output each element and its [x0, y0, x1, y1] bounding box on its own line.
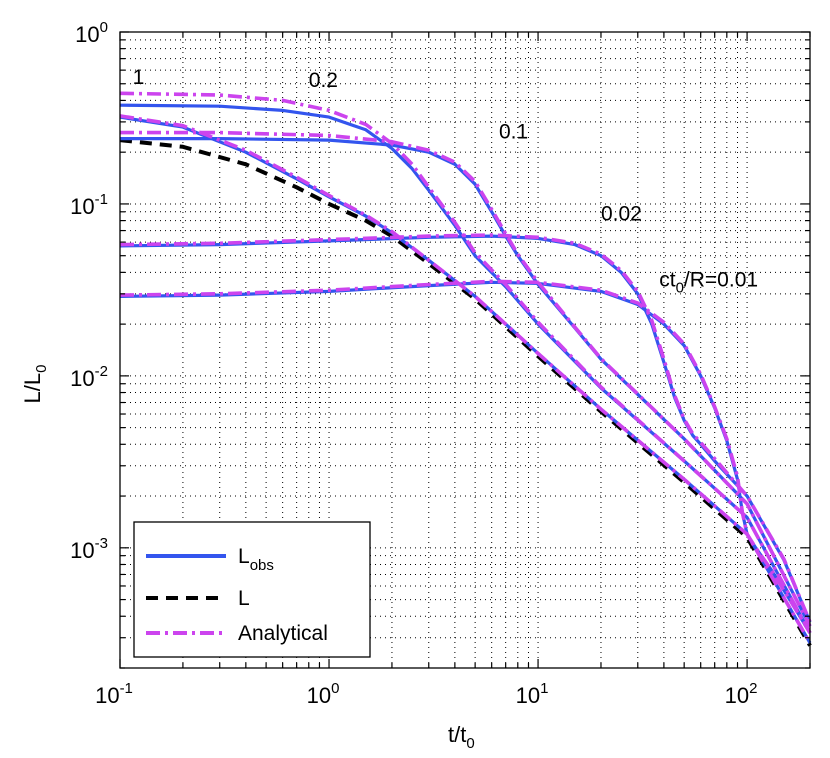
legend-label-lobs-sub: obs — [250, 557, 274, 574]
y-tick-label-base: 10 — [75, 22, 99, 47]
x-axis-label-sub: 0 — [466, 735, 474, 752]
x-axis-label-main: t/t — [448, 722, 466, 747]
y-tick-label: 10-2 — [70, 363, 108, 391]
x-tick-label: 10-1 — [95, 680, 133, 708]
y-axis-label: L/L0 — [20, 365, 50, 404]
y-tick-label-base: 10 — [70, 366, 94, 391]
x-tick-label: 102 — [725, 680, 758, 708]
legend-label-analytical: Analytical — [238, 622, 328, 645]
y-axis-label-sub: 0 — [33, 365, 50, 373]
series-line — [119, 279, 812, 634]
x-tick-label-base: 10 — [95, 683, 119, 708]
x-tick-label: 101 — [516, 680, 549, 708]
y-tick-label-exp: -2 — [95, 363, 108, 380]
curve-annotation: 0.02 — [601, 203, 642, 226]
series-line — [119, 91, 812, 634]
curve-annotation: 1 — [133, 66, 145, 89]
y-axis-label-main: L/L — [20, 373, 45, 404]
legend-label-lobs: Lobs — [238, 545, 274, 574]
curve-annotation-rest: /R=0.01 — [684, 269, 758, 292]
x-tick-label-exp: 2 — [749, 680, 757, 697]
y-tick-label-exp: -3 — [95, 535, 108, 552]
legend-box — [133, 521, 371, 658]
y-tick-label-exp: 0 — [100, 19, 108, 36]
y-tick-label-exp: -1 — [95, 191, 108, 208]
curve-annotation-text: 0.1 — [499, 121, 528, 144]
legend-label-l: L — [238, 587, 250, 610]
y-tick-label: 100 — [75, 19, 108, 47]
curve-annotation-text: ct — [659, 269, 676, 292]
x-tick-label-base: 10 — [725, 683, 749, 708]
plot-frame — [119, 31, 811, 669]
x-axis-label: t/t0 — [448, 722, 475, 752]
x-tick-label: 100 — [307, 680, 340, 708]
x-tick-label-base: 10 — [307, 683, 331, 708]
legend: Lobs L Analytical — [133, 521, 371, 658]
x-tick-label-base: 10 — [516, 683, 540, 708]
x-tick-label-exp: -1 — [120, 680, 133, 697]
y-tick-label: 10-1 — [70, 191, 108, 219]
series-layer — [119, 91, 812, 647]
curve-annotation: ct0/R=0.01 — [659, 269, 758, 297]
series-line — [119, 114, 812, 644]
y-tick-label-base: 10 — [70, 538, 94, 563]
y-tick-label: 10-3 — [70, 535, 108, 563]
curve-annotation-text: 0.2 — [309, 69, 338, 92]
annotations: 1 0.2 0.1 0.02 ct0/R=0.01 — [133, 66, 758, 297]
curve-annotation-text: 0.02 — [601, 203, 642, 226]
legend-label-lobs-main: L — [238, 545, 250, 568]
x-tick-label-exp: 0 — [331, 680, 339, 697]
tick-marks — [119, 31, 811, 669]
curve-annotation: 0.1 — [499, 121, 528, 144]
series-line — [119, 233, 812, 623]
x-tick-label-exp: 1 — [540, 680, 548, 697]
series-line — [120, 130, 812, 628]
y-tick-label-base: 10 — [70, 194, 94, 219]
curve-annotation-text: 1 — [133, 66, 145, 89]
curve-annotation-sub: 0 — [676, 280, 684, 297]
curve-annotation: 0.2 — [309, 69, 338, 92]
